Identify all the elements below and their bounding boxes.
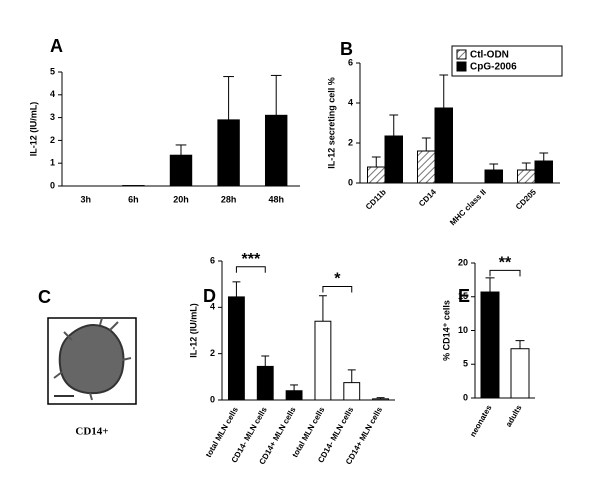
significance-label: *** (241, 251, 260, 268)
x-tick-label: 6h (128, 194, 139, 204)
bar (286, 391, 302, 400)
y-tick-label: 4 (210, 302, 215, 312)
significance-label: * (334, 271, 341, 288)
y-tick-label: 3 (50, 112, 55, 122)
panel-label: C (38, 287, 51, 307)
legend-swatch (457, 50, 466, 59)
bar (485, 170, 503, 183)
y-tick-label: 5 (50, 66, 55, 76)
bar (481, 292, 499, 398)
bar (218, 120, 239, 186)
x-tick-label: 48h (268, 194, 284, 204)
y-tick-label: 1 (50, 158, 55, 168)
bar (418, 151, 436, 183)
bar (368, 167, 386, 183)
y-tick-label: 4 (50, 89, 55, 99)
bar (344, 383, 360, 400)
y-axis-label: IL-12 (IU/mL) (28, 102, 38, 157)
x-tick-label: CD205 (514, 187, 538, 211)
y-axis-label: % CD14⁺ cells (441, 300, 451, 361)
y-axis-label: IL-12 (IU/mL) (188, 303, 198, 358)
x-tick-label: CD14 (417, 187, 438, 208)
x-tick-label: 20h (173, 194, 189, 204)
y-tick-label: 0 (50, 180, 55, 190)
y-tick-label: 0 (348, 177, 353, 187)
significance-label: ** (499, 255, 512, 272)
bar (385, 136, 403, 183)
bar (518, 170, 536, 183)
bar (373, 399, 389, 400)
y-tick-label: 6 (348, 57, 353, 67)
bar (265, 115, 286, 186)
y-tick-label: 2 (210, 348, 215, 358)
legend-swatch (457, 62, 466, 71)
x-tick-label: neonates (468, 403, 494, 438)
y-tick-label: 6 (210, 255, 215, 265)
bar (535, 161, 553, 183)
bar (170, 155, 191, 186)
y-axis-label: IL-12 secreting cell % (326, 77, 336, 169)
y-tick-label: 0 (463, 392, 468, 402)
legend-label: CpG-2006 (470, 62, 517, 73)
x-tick-label: adults (504, 403, 524, 428)
y-tick-label: 20 (458, 257, 468, 267)
y-tick-label: 4 (348, 97, 353, 107)
bar (228, 297, 244, 400)
panel-label: A (50, 36, 63, 56)
bar (435, 108, 453, 183)
x-tick-label: CD11b (364, 187, 388, 211)
y-tick-label: 2 (348, 137, 353, 147)
image-caption: CD14+ (75, 426, 108, 438)
bar (511, 349, 529, 398)
bar (315, 321, 331, 400)
y-tick-label: 5 (463, 359, 468, 369)
x-tick-label: 3h (81, 194, 92, 204)
y-tick-label: 15 (458, 291, 468, 301)
legend-label: Ctl-ODN (470, 50, 509, 61)
bar (257, 366, 273, 400)
panel-label: B (340, 39, 353, 59)
x-tick-label: MHC class II (448, 188, 488, 228)
y-tick-label: 2 (50, 135, 55, 145)
y-tick-label: 10 (458, 325, 468, 335)
x-tick-label: 28h (221, 194, 237, 204)
cell-image (48, 318, 136, 404)
y-tick-label: 0 (210, 394, 215, 404)
